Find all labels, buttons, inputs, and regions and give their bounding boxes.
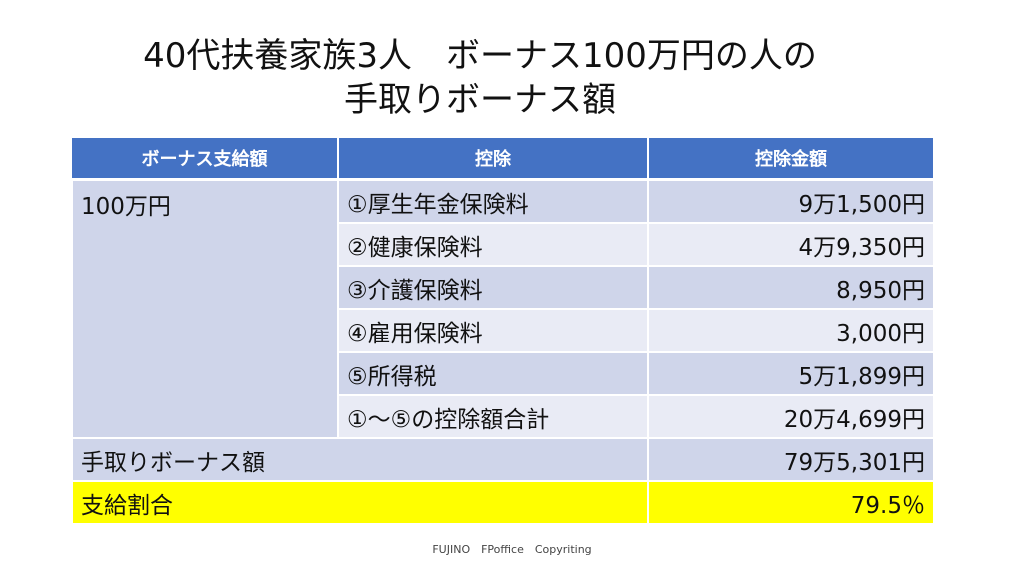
table-row: 100万円 ①厚生年金保険料 9万1,500円 — [71, 178, 935, 439]
title-line-2: 手取りボーナス額 — [344, 80, 616, 120]
deduction-amount: 4万9,350円 — [647, 222, 935, 267]
net-bonus-amount: 79万5,301円 — [647, 437, 935, 482]
table-header-row: ボーナス支給額 控除 控除金額 — [72, 138, 935, 181]
deduction-amount: 3,000円 — [647, 308, 935, 353]
deduction-amount: 5万1,899円 — [647, 351, 935, 396]
bonus-amount-cell: 100万円 — [71, 178, 339, 439]
table-row-deduction-total: ①～⑤の控除額合計 20万4,699円 — [72, 394, 935, 439]
table-row-payout-ratio: 支給割合 79.5％ — [71, 480, 935, 525]
table-row: ④雇用保険料 3,000円 — [72, 308, 935, 353]
net-bonus-label: 手取りボーナス額 — [71, 437, 649, 482]
deduction-label: ⑤所得税 — [337, 351, 649, 396]
bonus-table: ボーナス支給額 控除 控除金額 100万円 ①厚生年金保険料 9万1,500円 … — [71, 138, 935, 525]
header-deduction: 控除 — [338, 138, 649, 181]
deduction-label: ①厚生年金保険料 — [337, 178, 649, 224]
payout-ratio-label: 支給割合 — [71, 480, 649, 525]
deduction-label: ④雇用保険料 — [337, 308, 649, 353]
page-title: 40代扶養家族3人 ボーナス100万円の人の 手取りボーナス額 — [0, 34, 960, 122]
table-row: ③介護保険料 8,950円 — [72, 265, 935, 310]
deduction-label: ②健康保険料 — [337, 222, 649, 267]
table-row: ②健康保険料 4万9,350円 — [72, 222, 935, 267]
deduction-total-amount: 20万4,699円 — [647, 394, 935, 439]
table-row-net-bonus: 手取りボーナス額 79万5,301円 — [71, 437, 935, 482]
deduction-label: ③介護保険料 — [337, 265, 649, 310]
deduction-total-label: ①～⑤の控除額合計 — [337, 394, 649, 439]
copyright-footer: FUJINO FPoffice Copyriting — [432, 543, 592, 556]
header-bonus-amount: ボーナス支給額 — [72, 138, 339, 181]
table-row: ⑤所得税 5万1,899円 — [72, 351, 935, 396]
payout-ratio-value: 79.5％ — [647, 480, 935, 525]
title-line-1: 40代扶養家族3人 ボーナス100万円の人の — [143, 36, 817, 76]
deduction-amount: 9万1,500円 — [647, 178, 935, 224]
header-deduction-amount: 控除金額 — [648, 138, 935, 181]
deduction-amount: 8,950円 — [647, 265, 935, 310]
